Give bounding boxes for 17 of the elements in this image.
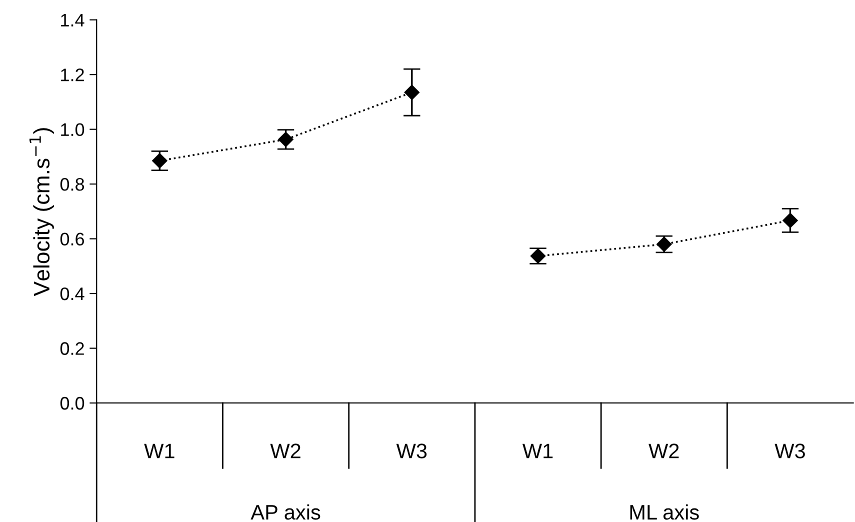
y-tick-label: 0.2 xyxy=(60,342,84,355)
text: AP axis xyxy=(250,504,320,520)
y-tick-label: 0.6 xyxy=(60,232,84,246)
y-tick-label: 0.0 xyxy=(60,396,84,410)
x-tick-label: W2 xyxy=(270,444,300,458)
x-tick-label: W3 xyxy=(396,444,427,458)
y-tick-label: 1.2 xyxy=(61,68,84,82)
x-tick-label: W1 xyxy=(522,444,553,458)
y-tick-label: 0.4 xyxy=(60,287,84,300)
y-tick-label: 0.8 xyxy=(60,178,84,191)
x-tick-label: W2 xyxy=(648,444,679,458)
x-tick-label: W1 xyxy=(144,444,174,458)
y-axis-title: Velocity (cm.s$^{−1}$) xyxy=(29,128,54,296)
x-tick-label: W3 xyxy=(774,444,805,458)
y-tick-label: 1.4 xyxy=(61,14,84,26)
y-tick-label: 1.0 xyxy=(61,123,84,136)
text: ML axis xyxy=(630,504,699,520)
